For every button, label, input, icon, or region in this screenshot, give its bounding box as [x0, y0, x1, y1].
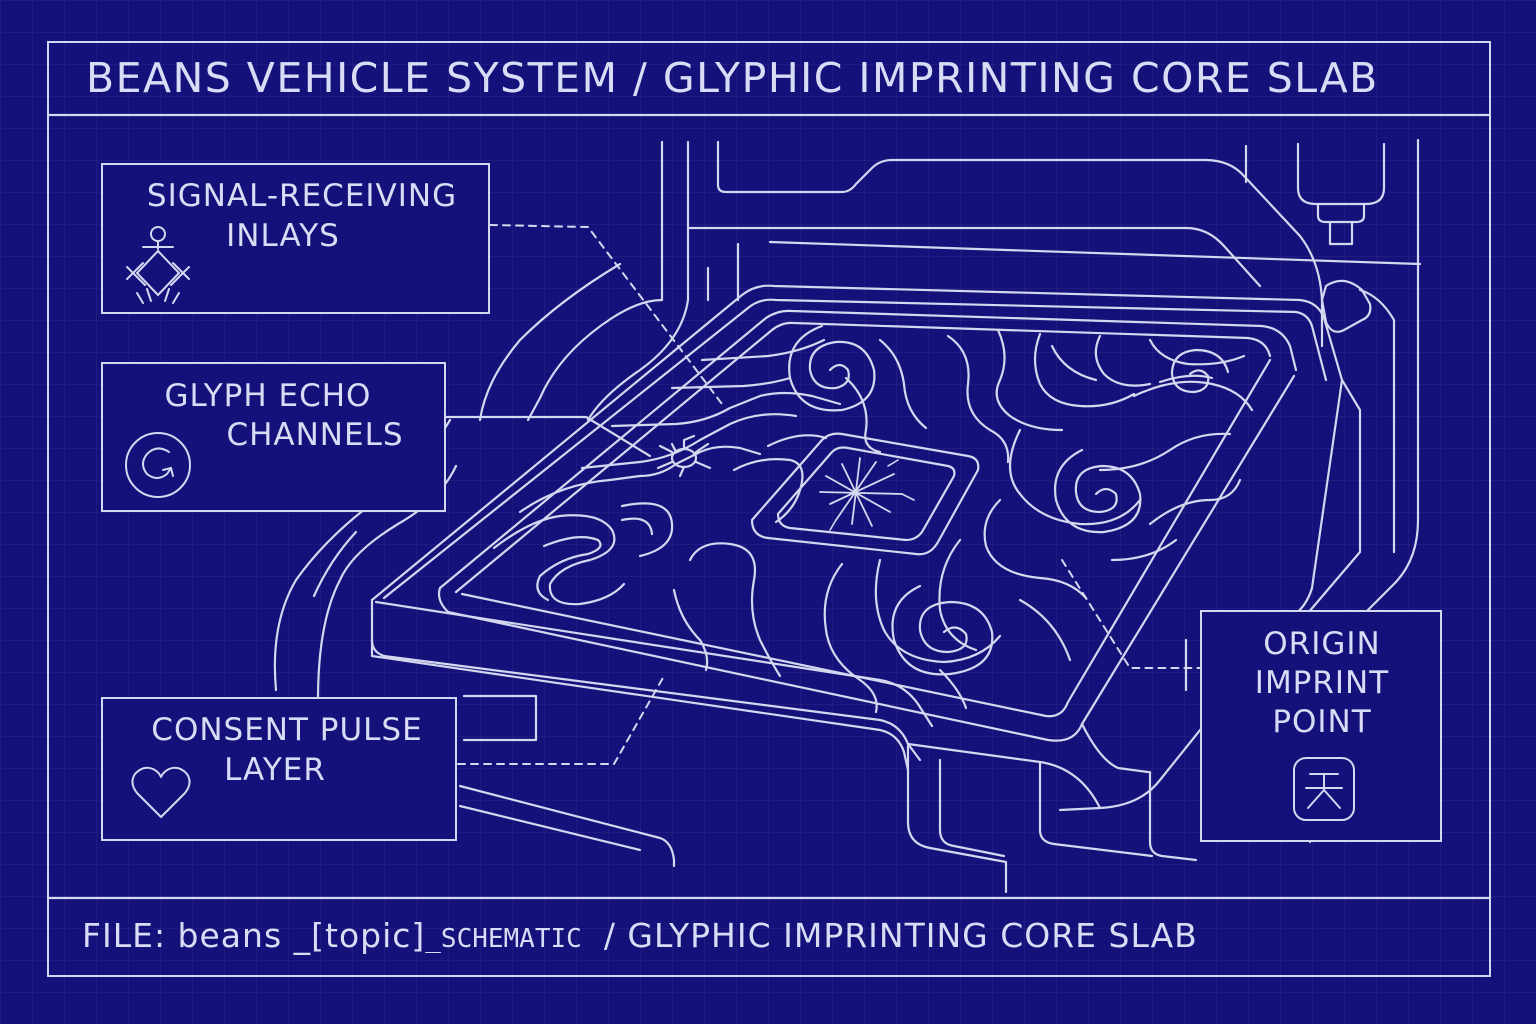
footer-file-suffix: _SCHEMATIC: [425, 924, 582, 954]
callout-origin-imprint-point: ORIGIN IMPRINT POINT: [1200, 610, 1442, 842]
callout-echo-line1: GLYPH ECHO: [164, 378, 372, 414]
blueprint-frame: [47, 41, 1491, 977]
footer-file-prefix: FILE: beans _[topic]: [82, 916, 426, 955]
callout-glyph-echo-channels: GLYPH ECHO CHANNELS: [101, 362, 446, 512]
footer-file-label: FILE: beans _[topic]_SCHEMATIC / GLYPHIC …: [82, 916, 1198, 955]
circular-arrow-icon: [125, 432, 191, 498]
callout-consent-line2: LAYER: [224, 752, 326, 788]
footer-subtitle: / GLYPHIC IMPRINTING CORE SLAB: [603, 916, 1198, 955]
origin-glyph-icon: [1293, 757, 1355, 821]
signal-glyph-icon: [126, 226, 190, 304]
heart-icon: [131, 766, 191, 818]
callout-signal-receiving-inlays: SIGNAL-RECEIVING INLAYS: [101, 163, 490, 314]
page-title: BEANS VEHICLE SYSTEM / GLYPHIC IMPRINTIN…: [86, 54, 1379, 102]
callout-origin-line2: IMPRINT: [1254, 665, 1390, 701]
callout-origin-line1: ORIGIN: [1263, 626, 1381, 662]
callout-consent-pulse-layer: CONSENT PULSE LAYER: [101, 697, 457, 841]
callout-consent-line1: CONSENT PULSE: [151, 712, 423, 748]
callout-origin-line3: POINT: [1272, 704, 1372, 740]
callout-signal-line2: INLAYS: [226, 218, 340, 254]
callout-signal-line1: SIGNAL-RECEIVING: [146, 178, 458, 214]
callout-echo-line2: CHANNELS: [226, 417, 404, 453]
